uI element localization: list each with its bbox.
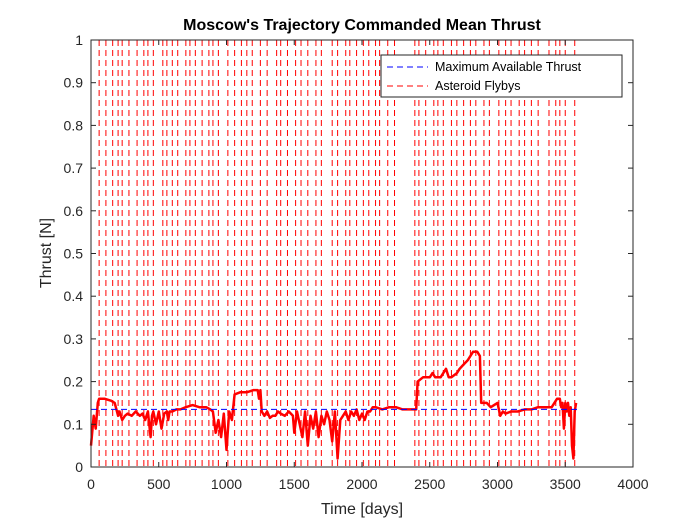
- y-tick-label: 0.3: [64, 331, 84, 347]
- y-tick-label: 0: [75, 459, 83, 475]
- x-tick-label: 2500: [414, 476, 445, 492]
- y-axis-label: Thrust [N]: [38, 218, 55, 288]
- x-tick-label: 2000: [346, 476, 377, 492]
- legend-label-max-thrust: Maximum Available Thrust: [435, 60, 582, 74]
- x-tick-label: 1000: [211, 476, 242, 492]
- plot-area: [91, 40, 633, 467]
- legend-box: [380, 54, 623, 98]
- y-tick-label: 0.8: [64, 117, 84, 133]
- chart-title: Moscow's Trajectory Commanded Mean Thrus…: [183, 17, 541, 34]
- x-tick-label: 500: [147, 476, 171, 492]
- x-tick-label: 3500: [550, 476, 581, 492]
- y-tick-label: 0.1: [64, 416, 84, 432]
- y-tick-label: 0.2: [64, 374, 84, 390]
- legend-label-flybys: Asteroid Flybys: [435, 79, 520, 93]
- x-axis-label: Time [days]: [321, 501, 403, 518]
- y-tick-label: 1: [75, 32, 83, 48]
- x-tick-label: 4000: [617, 476, 648, 492]
- flyby-lines: [98, 40, 576, 467]
- y-tick-label: 0.6: [64, 203, 84, 219]
- y-tick-label: 0.7: [64, 160, 84, 176]
- y-tick-label: 0.5: [64, 246, 84, 262]
- axis-ticks: 0 500 1000 1500 2000 2500 3000 3500 4000 0 0.1 0.2 0…: [64, 32, 649, 492]
- x-tick-label: 0: [87, 476, 95, 492]
- thrust-line: [89, 350, 578, 460]
- x-tick-label: 1500: [279, 476, 310, 492]
- x-tick-label: 3000: [482, 476, 513, 492]
- data-series: [89, 350, 579, 460]
- y-tick-label: 0.9: [64, 75, 84, 91]
- y-tick-label: 0.4: [64, 288, 84, 304]
- legend: Maximum Available Thrust Asteroid Flybys: [380, 54, 623, 98]
